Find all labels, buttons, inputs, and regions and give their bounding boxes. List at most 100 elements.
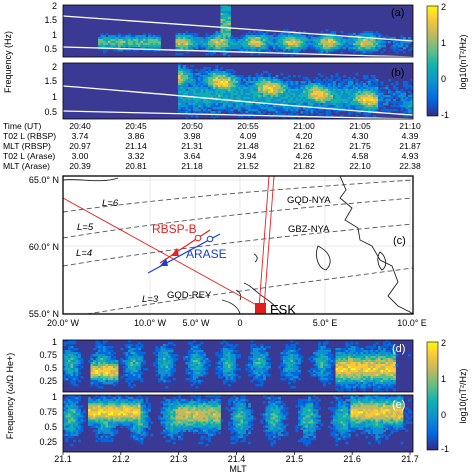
spectrogram-cell bbox=[145, 43, 149, 46]
spectrogram-cell bbox=[183, 71, 186, 74]
spectrogram-cell bbox=[385, 352, 389, 355]
spectrogram-cell bbox=[353, 43, 356, 46]
spectrogram-cell bbox=[168, 342, 171, 345]
spectrogram-cell bbox=[400, 99, 404, 102]
spectrogram-cell bbox=[228, 372, 231, 375]
spectrogram-cell bbox=[170, 356, 174, 359]
spectrogram-cell bbox=[270, 85, 274, 88]
spectrogram-cell bbox=[323, 362, 326, 365]
spectrogram-cell bbox=[158, 366, 161, 369]
spectrogram-cell bbox=[345, 376, 349, 379]
spectrogram-cell bbox=[113, 372, 116, 375]
spectrogram-cell bbox=[273, 97, 276, 100]
spectrogram-cell bbox=[203, 69, 206, 72]
spectrogram-cell bbox=[253, 105, 256, 108]
spectrogram-cell bbox=[118, 409, 121, 412]
spectrogram-cell bbox=[140, 360, 144, 363]
spectrogram-cell bbox=[228, 55, 231, 57]
spectrogram-cell bbox=[120, 415, 124, 418]
spectrogram-cell bbox=[308, 39, 311, 42]
spectrogram-cell bbox=[368, 99, 371, 102]
spectrogram-cell bbox=[353, 372, 356, 375]
spectrogram-cell bbox=[93, 354, 96, 357]
spectrogram-cell bbox=[365, 382, 369, 385]
panel-d-tag: (d) bbox=[392, 343, 405, 355]
spectrogram-cell bbox=[353, 45, 356, 48]
spectrogram-cell bbox=[383, 109, 386, 112]
spectrogram-cell bbox=[88, 405, 91, 408]
spectrogram-cell bbox=[338, 85, 341, 88]
spectrogram-cell bbox=[290, 37, 294, 40]
spectrogram-cell bbox=[98, 380, 101, 383]
spectrogram-cell bbox=[373, 95, 376, 98]
spectrogram-cell bbox=[133, 360, 136, 363]
spectrogram-cell bbox=[260, 370, 264, 373]
spectrogram-cell bbox=[108, 435, 111, 439]
spectrogram-cell bbox=[343, 348, 346, 351]
spectrogram-cell bbox=[180, 67, 184, 70]
spectrogram-cell bbox=[298, 103, 301, 106]
spectrogram-cell bbox=[223, 31, 226, 34]
spectrogram-cell bbox=[385, 101, 389, 104]
panel-d-ytick: 1 bbox=[52, 337, 57, 347]
spectrogram-cell bbox=[263, 354, 266, 357]
spectrogram-cell bbox=[308, 81, 311, 84]
spectrogram-cell bbox=[195, 358, 199, 361]
spectrogram-cell bbox=[333, 37, 336, 40]
spectrogram-cell bbox=[90, 407, 94, 410]
spectrogram-cell bbox=[108, 364, 111, 367]
spectrogram-cell bbox=[135, 368, 139, 371]
spectrogram-cell bbox=[228, 11, 231, 14]
spectrogram-cell bbox=[358, 360, 361, 363]
spectrogram-cell bbox=[195, 380, 199, 383]
spectrogram-cell bbox=[215, 368, 219, 371]
spectrogram-cell bbox=[73, 439, 76, 443]
spectrogram-cell bbox=[200, 87, 204, 90]
spectrogram-cell bbox=[225, 75, 229, 78]
spectrogram-cell bbox=[283, 354, 286, 357]
spectrogram-cell bbox=[225, 69, 229, 72]
spectrogram-cell bbox=[140, 352, 144, 355]
spectrogram-cell bbox=[100, 401, 104, 404]
spectrogram-cell bbox=[293, 89, 296, 92]
spectrogram-cell bbox=[135, 372, 139, 375]
spectrogram-cell bbox=[353, 350, 356, 353]
spectrogram-cell bbox=[223, 21, 226, 24]
spectrogram-cell bbox=[88, 421, 91, 424]
spectrogram-cell bbox=[90, 382, 94, 385]
spectrogram-cell bbox=[323, 382, 326, 385]
spectrogram-cell bbox=[195, 81, 199, 84]
spectrogram-cell bbox=[325, 33, 329, 36]
spectrogram-cell bbox=[90, 419, 94, 422]
spectrogram-cell bbox=[195, 376, 199, 379]
spectrogram-cell bbox=[360, 358, 364, 361]
spectrogram-cell bbox=[243, 85, 246, 88]
spectrogram-cell bbox=[130, 364, 134, 367]
table-cell: 4.39 bbox=[402, 131, 419, 141]
spectrogram-cell bbox=[325, 89, 329, 92]
spectrogram-cell bbox=[190, 378, 194, 381]
spectrogram-cell bbox=[245, 95, 249, 98]
spectrogram-cell bbox=[318, 45, 321, 48]
spectrogram-cell bbox=[285, 89, 289, 92]
spectrogram-cell bbox=[188, 99, 191, 102]
spectrogram-cell bbox=[343, 39, 346, 42]
spectrogram-cell bbox=[243, 83, 246, 86]
spectrogram-cell bbox=[363, 37, 366, 40]
spectrogram-cell bbox=[223, 39, 226, 42]
spectrogram-cell bbox=[133, 43, 136, 46]
spectrogram-cell bbox=[385, 388, 389, 391]
spectrogram-cell bbox=[178, 97, 181, 100]
spectrogram-cell bbox=[300, 41, 304, 44]
spectrogram-cell bbox=[153, 35, 156, 38]
spectrogram-cell bbox=[353, 356, 356, 359]
spectrogram-cell bbox=[205, 43, 209, 46]
spectrogram-cell bbox=[358, 354, 361, 357]
spectrogram-cell bbox=[223, 81, 226, 84]
spectrogram-cell bbox=[240, 89, 244, 92]
spectrogram-cell bbox=[288, 362, 291, 365]
spectrogram-cell bbox=[220, 372, 224, 375]
spectrogram-cell bbox=[233, 97, 236, 100]
spectrogram-cell bbox=[220, 368, 224, 371]
spectrogram-cell bbox=[323, 374, 326, 377]
